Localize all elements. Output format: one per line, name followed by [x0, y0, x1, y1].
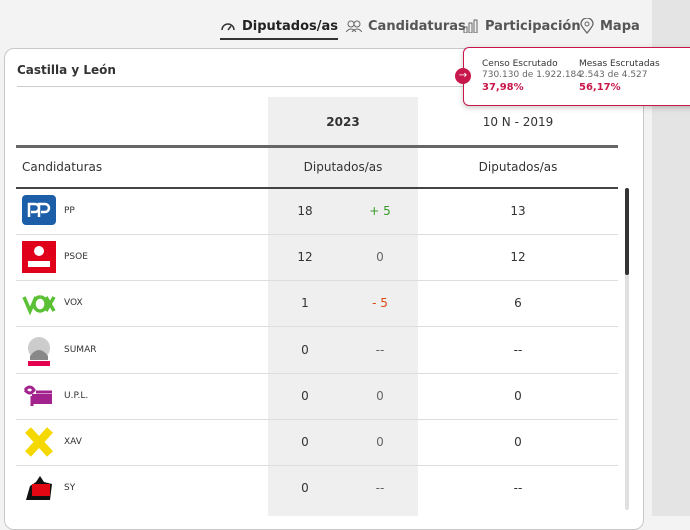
- party-name: PSOE: [64, 252, 88, 263]
- logo-graphic: [28, 336, 50, 366]
- party-logo: [22, 334, 56, 366]
- seats-change: - 5: [372, 296, 388, 311]
- seats-previous: 12: [510, 250, 526, 265]
- column-header: 2023: [326, 115, 360, 129]
- tab-label: Diputados/as: [242, 18, 339, 34]
- scroll-thumb[interactable]: [625, 188, 629, 275]
- seats-current: 0: [301, 481, 309, 496]
- page: {"tabs":["Diputados/as","Candidaturas","…: [4, 0, 690, 530]
- divider: [16, 145, 618, 148]
- scrutiny-popup: → Censo Escrutado 730.130 de 1.922.184 3…: [455, 47, 690, 106]
- seats-change: 0: [376, 435, 384, 449]
- tab[interactable]: Participación: [463, 14, 581, 38]
- current-column-band: [268, 97, 418, 516]
- logo-graphic: [22, 195, 56, 225]
- column-header: Diputados/as: [478, 160, 558, 174]
- party-logo: [22, 195, 56, 227]
- party-name: PP: [64, 206, 75, 216]
- party-logo: [22, 380, 56, 412]
- seats-change: --: [375, 481, 385, 496]
- party-name: XAV: [64, 437, 82, 447]
- party-name: VOX: [64, 298, 83, 309]
- row-divider: [16, 372, 618, 374]
- seats-current: 12: [297, 250, 313, 265]
- popup-percent: 56,17%: [579, 82, 621, 93]
- seats-current: 0: [301, 342, 309, 357]
- popup-detail: 2.543 de 4.527: [579, 70, 648, 80]
- popup-label: Mesas Escrutadas: [579, 59, 660, 69]
- popup-label: Censo Escrutado: [482, 59, 558, 69]
- divider: [17, 86, 463, 87]
- tab[interactable]: Diputados/as: [220, 14, 339, 40]
- party-logo: [22, 426, 56, 458]
- party-name: U.P.L.: [64, 390, 89, 401]
- party-logo: [22, 241, 56, 274]
- divider: [16, 187, 618, 189]
- logo-graphic: [22, 241, 56, 274]
- seats-current: 1: [301, 296, 309, 311]
- tab-label: Participación: [485, 18, 581, 34]
- row-divider: [16, 418, 618, 420]
- row-divider: [16, 280, 618, 282]
- seats-previous: --: [513, 481, 523, 496]
- logo-graphic: [22, 295, 56, 316]
- icon: [463, 19, 478, 33]
- icon: [346, 20, 362, 32]
- row-divider: [16, 234, 618, 235]
- popup-percent: 37,98%: [482, 82, 524, 93]
- seats-previous: 6: [514, 296, 522, 311]
- seats-current: 0: [301, 435, 309, 449]
- party-logo: [22, 472, 56, 504]
- logo-graphic: [26, 476, 52, 501]
- party-logo: [22, 287, 56, 319]
- seats-change: + 5: [369, 204, 391, 218]
- seats-change: --: [375, 342, 385, 357]
- column-header: Diputados/as: [303, 160, 383, 174]
- arrow-button[interactable]: →: [455, 68, 471, 84]
- seats-previous: 0: [514, 435, 522, 449]
- seats-previous: 0: [514, 388, 522, 403]
- row-divider: [16, 326, 618, 328]
- party-name: SY: [64, 483, 76, 494]
- column-header: 10 N - 2019: [482, 115, 554, 129]
- seats-previous: --: [513, 342, 523, 357]
- row-divider: [16, 465, 618, 466]
- tab[interactable]: Mapa: [580, 14, 640, 38]
- scroll-track: [625, 188, 629, 510]
- party-name: SUMAR: [64, 344, 97, 355]
- logo-graphic: [23, 385, 52, 406]
- seats-change: 0: [376, 250, 384, 265]
- logo-graphic: [25, 427, 53, 457]
- icon: [580, 18, 594, 34]
- seats-previous: 13: [510, 204, 526, 218]
- tab[interactable]: Candidaturas: [346, 14, 466, 38]
- tab-label: Candidaturas: [368, 18, 466, 34]
- tab-label: Mapa: [600, 18, 640, 34]
- icon: [221, 23, 235, 31]
- seats-change: 0: [376, 388, 384, 403]
- seats-current: 0: [301, 388, 309, 403]
- seats-current: 18: [297, 204, 313, 218]
- column-header: Candidaturas: [22, 160, 103, 174]
- card-title: Castilla y León: [17, 63, 116, 77]
- popup-detail: 730.130 de 1.922.184: [482, 70, 582, 80]
